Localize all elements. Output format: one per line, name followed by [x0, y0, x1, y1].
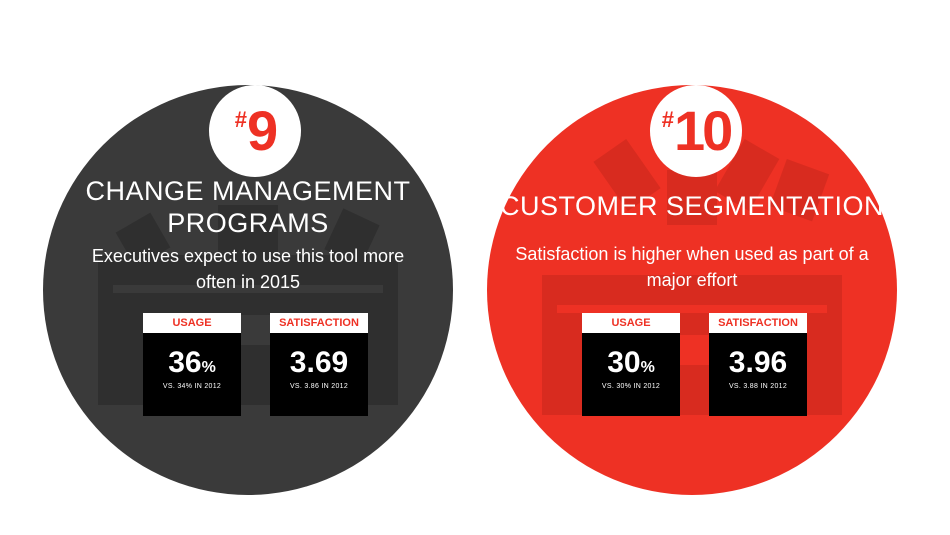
- stat-value: 30%: [582, 347, 680, 379]
- stat-value: 3.69: [270, 347, 368, 379]
- stat-number: 3.96: [728, 346, 788, 379]
- badge-number: 10: [673, 99, 733, 162]
- satisfaction-stat: SATISFACTION 3.69 VS. 3.86 IN 2012: [270, 313, 368, 416]
- card-title: CUSTOMER SEGMENTATION: [499, 191, 885, 221]
- stat-number: 36: [168, 346, 202, 379]
- rank-badge-10: # 10: [650, 85, 742, 177]
- card-title: CHANGE MANAGEMENT PROGRAMS: [85, 176, 411, 238]
- stat-value: 3.96: [709, 347, 807, 379]
- stat-comparison: VS. 30% IN 2012: [601, 383, 661, 390]
- stat-unit: %: [640, 359, 655, 376]
- stat-number: 3.69: [289, 346, 349, 379]
- usage-stat: USAGE 30% VS. 30% IN 2012: [582, 313, 680, 416]
- satisfaction-stat: SATISFACTION 3.96 VS. 3.88 IN 2012: [709, 313, 807, 416]
- stat-comparison: VS. 3.88 IN 2012: [728, 383, 788, 390]
- stat-label: SATISFACTION: [270, 313, 368, 333]
- stat-label: USAGE: [143, 313, 241, 333]
- rank-badge-9: # 9: [209, 85, 301, 177]
- stat-label: SATISFACTION: [709, 313, 807, 333]
- stat-label: USAGE: [582, 313, 680, 333]
- stat-value: 36%: [143, 347, 241, 379]
- card-subtitle: Executives expect to use this tool more …: [91, 246, 405, 292]
- stat-comparison: VS. 34% IN 2012: [162, 383, 222, 390]
- badge-hash: #: [661, 107, 674, 132]
- stat-comparison: VS. 3.86 IN 2012: [289, 383, 349, 390]
- stat-number: 30: [607, 346, 641, 379]
- card-subtitle: Satisfaction is higher when used as part…: [515, 244, 869, 290]
- stat-unit: %: [201, 359, 216, 376]
- usage-stat: USAGE 36% VS. 34% IN 2012: [143, 313, 241, 416]
- badge-number: 9: [247, 99, 278, 162]
- badge-hash: #: [234, 107, 248, 132]
